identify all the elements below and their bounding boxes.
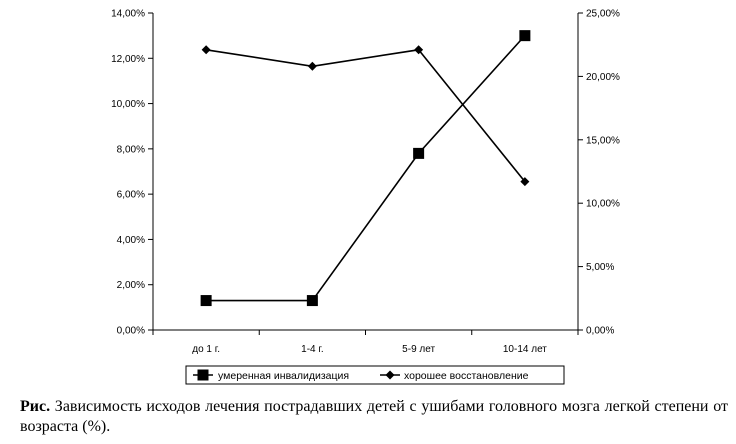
square-marker xyxy=(519,30,531,42)
diamond-marker xyxy=(307,61,317,71)
right-tick-label: 15,00% xyxy=(586,135,620,146)
x-tick-label: до 1 г. xyxy=(192,344,220,355)
legend-label: хорошее восстановление xyxy=(404,370,529,382)
diamond-marker xyxy=(201,45,211,55)
right-tick-label: 0,00% xyxy=(586,326,614,337)
x-tick-label: 1-4 г. xyxy=(301,344,323,355)
legend-item-1: умеренная инвалидизация xyxy=(193,369,349,382)
right-tick-label: 25,00% xyxy=(586,9,620,20)
diamond-marker xyxy=(385,370,395,380)
diamond-marker xyxy=(520,177,530,187)
left-tick-label: 10,00% xyxy=(111,99,145,110)
caption-label: Рис. xyxy=(20,398,51,415)
left-tick-label: 6,00% xyxy=(117,190,145,201)
left-axis-ticks: 0,00% 2,00% 4,00% 6,00% 8,00% 10,00% 12,00% 14,… xyxy=(111,9,153,337)
series-2 xyxy=(201,45,530,187)
left-tick-label: 0,00% xyxy=(117,326,145,337)
legend-label: умеренная инвалидизация xyxy=(218,370,349,382)
square-marker xyxy=(413,147,425,159)
x-tick-label: 5-9 лет xyxy=(402,344,435,355)
chart: 0,00% 2,00% 4,00% 6,00% 8,00% 10,00% 12,00% 14,… xyxy=(111,9,620,385)
figure-caption: Рис. Зависимость исходов лечения пострад… xyxy=(20,397,728,437)
square-marker xyxy=(306,295,318,307)
series-line xyxy=(206,35,526,302)
x-axis-ticks: до 1 г. 1-4 г. 5-9 лет 10-14 лет xyxy=(152,330,579,355)
right-tick-label: 10,00% xyxy=(586,199,620,210)
series-line xyxy=(206,48,526,183)
x-tick-label: 10-14 лет xyxy=(503,344,547,355)
plot-area xyxy=(152,13,579,331)
left-tick-label: 8,00% xyxy=(117,144,145,155)
right-axis-ticks: 0,00% 5,00% 10,00% 15,00% 20,00% 25,00% xyxy=(578,9,620,337)
legend: умеренная инвалидизация хорошее восстанов… xyxy=(185,365,565,385)
left-tick-label: 14,00% xyxy=(111,9,145,20)
left-tick-label: 12,00% xyxy=(111,54,145,65)
right-tick-label: 20,00% xyxy=(586,72,620,83)
legend-item-2: хорошее восстановление xyxy=(380,370,529,382)
left-tick-label: 2,00% xyxy=(117,280,145,291)
square-marker xyxy=(200,295,212,307)
left-tick-label: 4,00% xyxy=(117,235,145,246)
right-tick-label: 5,00% xyxy=(586,262,614,273)
series-lines xyxy=(200,30,531,307)
caption-text: Зависимость исходов лечения пострадавших… xyxy=(20,398,728,435)
series-1 xyxy=(200,30,531,307)
diamond-marker xyxy=(414,45,424,55)
square-marker xyxy=(197,369,209,381)
legend-box xyxy=(185,365,565,385)
